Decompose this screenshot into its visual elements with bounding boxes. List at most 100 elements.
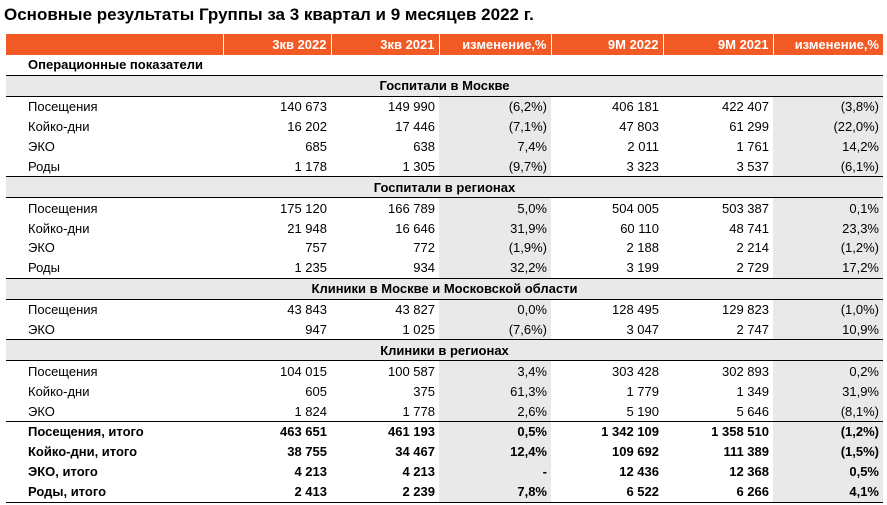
q3-2022-value: 4 213: [294, 464, 327, 480]
q3-change-value: 61,3%: [439, 381, 551, 402]
table-row: ЭКО 947 1 025 (7,6%) 3 047 2 747 10,9%: [6, 319, 883, 340]
page-title: Основные результаты Группы за 3 квартал …: [4, 5, 534, 24]
column-header-9m-change: изменение,%: [773, 34, 883, 55]
q3-2022-value: 175 120: [280, 200, 327, 216]
q3-2021-value: 638: [413, 139, 435, 154]
q3-change-value: 3,4%: [439, 360, 551, 382]
9m-2021-value: 2 729: [736, 260, 769, 276]
row-label: Койко-дни: [28, 119, 90, 135]
q3-2021-value: 1 025: [402, 322, 435, 338]
9m-change-value: 0,1%: [773, 197, 883, 219]
table-row: Койко-дни 605 375 61,3% 1 779 1 349 31,9%: [6, 381, 883, 402]
9m-2021-value: 5 646: [736, 403, 769, 419]
table-row: ЭКО 757 772 (1,9%) 2 188 2 214 (1,2%): [6, 238, 883, 258]
q3-2022-value: 38 755: [287, 444, 327, 460]
9m-2021-value: 422 407: [722, 99, 769, 115]
q3-2022-value: 21 948: [287, 220, 327, 236]
9m-2021-value: 2 747: [736, 322, 769, 338]
9m-change-value: 23,3%: [773, 218, 883, 239]
q3-2021-value: 166 789: [388, 200, 435, 216]
table-row: Посещения 175 120 166 789 5,0% 504 005 503 38…: [6, 197, 883, 219]
q3-2021-value: 149 990: [388, 99, 435, 115]
9m-change-value: 0,5%: [773, 461, 883, 482]
q3-change-value: 32,2%: [439, 257, 551, 279]
9m-2022-value: 5 190: [626, 403, 659, 419]
q3-2021-value: 16 646: [395, 220, 435, 236]
9m-2021-value: 1 761: [736, 139, 769, 154]
row-label: ЭКО, итого: [28, 464, 98, 480]
table-row: Койко-дни 16 202 17 446 (7,1%) 47 803 61 299(…: [6, 116, 883, 137]
9m-2021-value: 1 349: [736, 383, 769, 399]
q3-2021-value: 461 193: [331, 421, 439, 442]
table-row: Посещения 104 015 100 587 3,4% 303 428 302 89…: [6, 360, 883, 382]
9m-2022-value: 2 188: [626, 240, 659, 256]
total-row: Роды, итого 2 413 2 239 7,8% 6 522 6 266 4,1%: [6, 481, 883, 503]
row-label: Роды: [28, 260, 60, 276]
q3-change-value: (1,9%): [439, 238, 551, 258]
section-title: Клиники в Москве и Московской области: [6, 277, 883, 300]
9m-2021-value: 12 368: [729, 464, 769, 480]
q3-2021-value: 100 587: [388, 363, 435, 379]
q3-2022-value: 757: [305, 240, 327, 256]
9m-2022-value: 504 005: [612, 200, 659, 216]
9m-change-value: (3,8%): [773, 96, 883, 117]
q3-change-value: 5,0%: [439, 197, 551, 219]
total-row: Койко-дни, итого 38 755 34 467 12,4% 109 692…: [6, 441, 883, 462]
q3-2021-value: 375: [413, 383, 435, 399]
row-label: Посещения: [28, 302, 98, 318]
q3-change-value: 7,8%: [439, 481, 551, 503]
row-label: Посещения: [28, 200, 98, 216]
9m-2021-value: 6 266: [736, 484, 769, 500]
total-row: Посещения, итого 463 651 461 193 0,5% 1 342 …: [6, 421, 883, 442]
column-header-label: [6, 34, 224, 55]
table-row: ЭКО 685 638 7,4% 2 011 1 761 14,2%: [6, 136, 883, 157]
section-header-row: Госпитали в Москве: [6, 74, 883, 97]
q3-change-value: 12,4%: [439, 441, 551, 462]
row-label: Койко-дни, итого: [28, 444, 138, 460]
q3-2021-value: 17 446: [395, 119, 435, 135]
section-header-row: Клиники в регионах: [6, 339, 883, 362]
q3-change-value: 0,0%: [439, 299, 551, 320]
q3-2022-value: 605: [305, 383, 327, 399]
9m-change-value: 4,1%: [773, 481, 883, 503]
9m-2021-value: 1 358 510: [663, 421, 773, 442]
9m-2021-value: 61 299: [729, 119, 769, 135]
q3-2021-value: 34 467: [395, 444, 435, 460]
9m-2022-value: 109 692: [612, 444, 659, 460]
9m-change-value: (1,2%): [773, 238, 883, 258]
column-header-9m-2021: 9М 2021: [663, 34, 774, 55]
q3-2022-value: 140 673: [280, 99, 327, 115]
q3-change-value: -: [439, 461, 551, 482]
table-row: Посещения 43 843 43 827 0,0% 128 495 129 823(…: [6, 299, 883, 320]
9m-change-value: 0,2%: [773, 360, 883, 382]
q3-2022-value: 43 843: [287, 302, 327, 318]
q3-2022-value: 947: [305, 322, 327, 338]
9m-2022-value: 128 495: [612, 302, 659, 318]
q3-2022-value: 685: [305, 139, 327, 154]
section-title: Госпитали в Москве: [6, 74, 883, 97]
q3-change-value: 31,9%: [439, 218, 551, 239]
row-label: Роды, итого: [28, 484, 107, 500]
section-header-row: Клиники в Москве и Московской области: [6, 277, 883, 300]
section-title: Клиники в регионах: [6, 339, 883, 362]
table-row: Роды 1 235 934 32,2% 3 199 2 729 17,2%: [6, 257, 883, 279]
q3-change-value: 7,4%: [439, 136, 551, 157]
q3-2022-value: 1 178: [294, 158, 327, 174]
q3-change-value: (9,7%): [439, 156, 551, 177]
table-header-row: 3кв 2022 3кв 2021 изменение,% 9М 2022 9М…: [6, 34, 883, 55]
9m-2022-value: 3 199: [626, 260, 659, 276]
q3-2021-value: 1 778: [402, 403, 435, 419]
9m-2022-value: 3 047: [626, 322, 659, 338]
table-row: Койко-дни 21 948 16 646 31,9% 60 110 48 741 23…: [6, 218, 883, 239]
row-label: ЭКО: [28, 322, 55, 338]
row-label: ЭКО: [28, 240, 55, 256]
row-label: Койко-дни: [28, 383, 90, 399]
9m-change-value: 17,2%: [773, 257, 883, 279]
row-label: Посещения: [28, 99, 98, 115]
q3-2021-value: 934: [413, 260, 435, 276]
9m-change-value: (6,1%): [773, 156, 883, 177]
9m-2021-value: 111 389: [723, 444, 769, 460]
column-header-q3-2022: 3кв 2022: [223, 34, 332, 55]
9m-2022-value: 60 110: [620, 220, 659, 236]
9m-change-value: 14,2%: [773, 136, 883, 157]
